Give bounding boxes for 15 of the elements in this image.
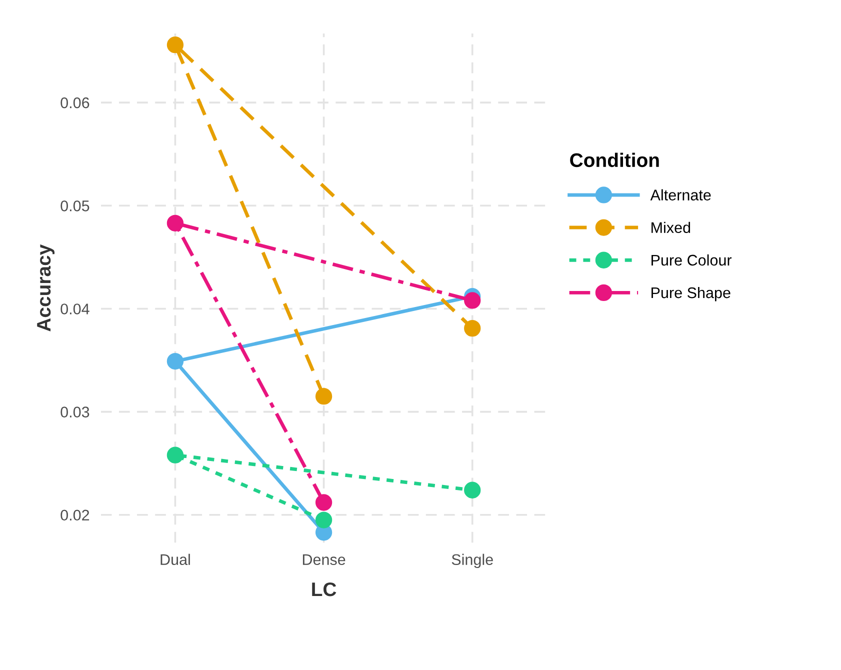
- x-tick-label: Dual: [160, 554, 190, 566]
- y-tick-label: 0.03: [60, 406, 90, 418]
- legend-label: Alternate: [650, 189, 711, 200]
- x-axis-title: LC: [312, 582, 336, 596]
- legend-label: Pure Shape: [652, 286, 730, 302]
- x-tick-label: Dense: [302, 554, 346, 566]
- legend-label: Pure Colour: [652, 254, 732, 266]
- y-tick-label: 0.04: [60, 304, 90, 314]
- legend-title: Condition: [570, 152, 659, 168]
- legend-label: Mixed: [652, 222, 690, 234]
- x-tick-label: Single: [452, 554, 493, 568]
- y-axis-title: Accuracy: [37, 244, 55, 332]
- y-tick-label: 0.02: [60, 510, 90, 521]
- y-tick-label: 0.06: [60, 97, 90, 108]
- y-tick-label: 0.05: [60, 200, 90, 212]
